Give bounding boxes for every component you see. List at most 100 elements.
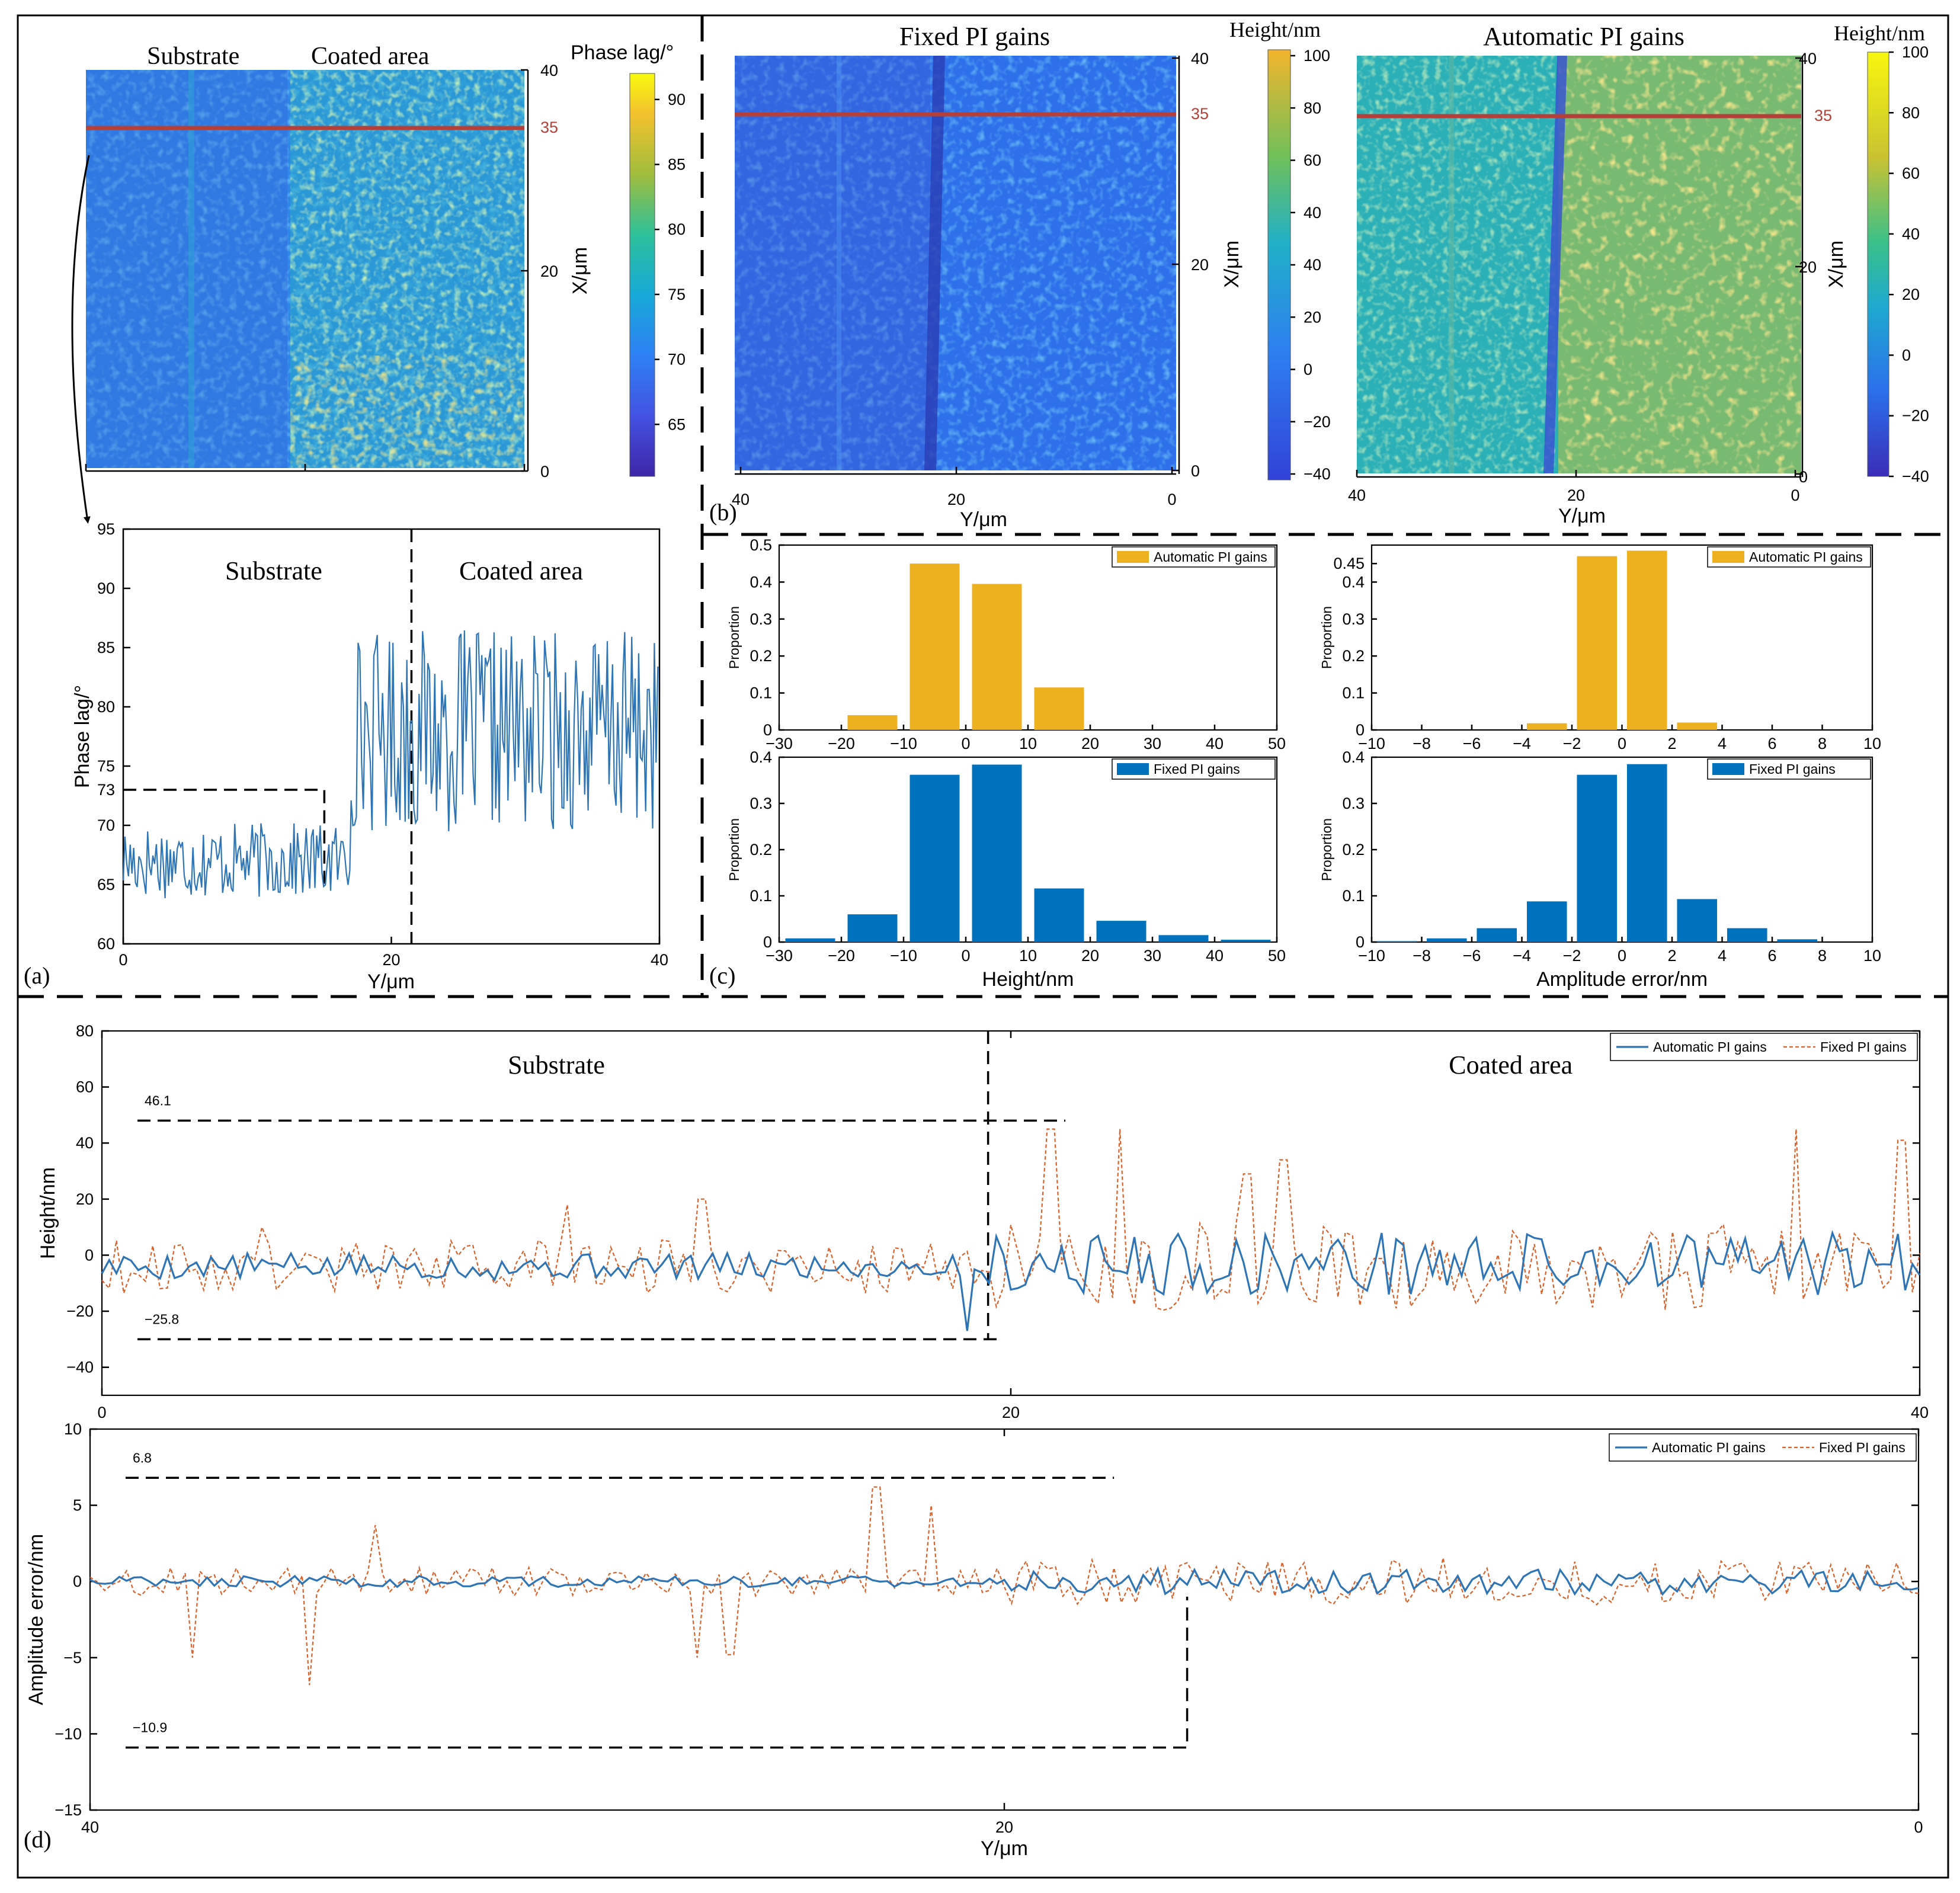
histogram-xtick-label: 30: [1144, 947, 1161, 965]
auto-map-step-edge: [1543, 56, 1567, 473]
fixed-map-xtick-label: 20: [947, 491, 965, 508]
histogram-xtick-label: 40: [1206, 735, 1224, 752]
histogram-bar: [1426, 938, 1467, 942]
auto-map-ylabel: X/μm: [1825, 241, 1847, 288]
histogram-xtick-label: −4: [1513, 947, 1531, 965]
auto-colorbar-ticks: 100 80 60 40 20 0 −20 −40: [1889, 43, 1929, 485]
colorbar-tick-label: 65: [668, 415, 686, 433]
histogram-xtick-label: −10: [1358, 735, 1385, 752]
colorbar-tick-label: 0: [1304, 361, 1312, 379]
histogram-ytick-label: 0: [763, 721, 772, 739]
profile-ytick-label: −20: [66, 1302, 94, 1320]
histogram-xtick-label: −10: [890, 735, 917, 752]
histogram-xtick-label: 2: [1667, 735, 1676, 752]
colorbar-tick-label: 60: [1902, 165, 1920, 182]
auto-map-xtick-label: 40: [1348, 486, 1366, 504]
auto-map-streak: [1449, 56, 1454, 473]
histogram-bar: [847, 914, 898, 942]
colorbar-tick-label: 85: [668, 156, 686, 174]
colorbar-tick-label: 100: [1304, 47, 1330, 65]
histogram-bar: [1626, 550, 1667, 730]
fixed-map-xlabel: Y/μm: [960, 508, 1007, 531]
colorbar-tick-label: 0: [1902, 346, 1911, 364]
profile-reference-label: −10.9: [133, 1720, 167, 1735]
colorbar-tick-label: −20: [1304, 413, 1331, 431]
auto-map-marker-label: 35: [1814, 107, 1832, 124]
histogram-xtick-label: 8: [1818, 735, 1827, 752]
phase-map-ytick-label: 0: [540, 463, 549, 481]
profile-panels: 0 20 40 −40 −20 0 20 40 60 80 Height/nm 46.1 −25.8 Su…: [25, 1022, 1929, 1860]
histogram-xtick-label: 2: [1667, 947, 1676, 965]
profile-reference-label: 6.8: [133, 1450, 152, 1465]
histogram-bar: [1777, 939, 1818, 942]
histogram-ytick-label: 0.4: [750, 573, 772, 591]
fixed-map-streak: [837, 56, 841, 470]
phase-map-marker-label: 35: [540, 118, 558, 136]
phase-colorbar-title: Phase lag/°: [571, 41, 674, 64]
histogram-bar: [1096, 921, 1146, 942]
auto-map-xtick-label: 20: [1567, 486, 1585, 504]
profile-legend-box: [1609, 1433, 1917, 1462]
histogram-xtick-label: 20: [1081, 735, 1099, 752]
profile-reference-label: −25.8: [145, 1311, 179, 1327]
fixed-map-ytick-label: 20: [1191, 256, 1209, 274]
phase-ytick-label: 85: [97, 639, 115, 656]
phase-map-label-left: Substrate: [147, 43, 239, 70]
histogram-xtick-label: 0: [1618, 947, 1626, 965]
histogram-xtick-label: −2: [1563, 947, 1581, 965]
histogram-bar: [909, 774, 960, 942]
colorbar-tick-label: 80: [1304, 99, 1321, 117]
fixed-map-texture: [735, 56, 1176, 470]
histogram-bar: [1376, 941, 1417, 942]
auto-colorbar: [1867, 52, 1889, 477]
histogram-ytick-label: 0.3: [750, 610, 772, 628]
histogram-xtick-label: −30: [766, 947, 793, 965]
histogram-bar: [972, 584, 1022, 730]
fixed-map-title: Fixed PI gains: [899, 22, 1050, 51]
histogram-legend-label: Automatic PI gains: [1749, 549, 1863, 565]
colorbar-tick-label: 90: [668, 91, 686, 108]
profile-reference-label: 46.1: [145, 1093, 171, 1108]
histogram-bar: [1626, 764, 1667, 942]
histogram-bar: [1677, 722, 1718, 730]
histogram-xlabel: Amplitude error/nm: [1536, 968, 1708, 991]
fixed-map-ytick-label: 40: [1191, 50, 1209, 68]
histogram-bar: [1577, 774, 1618, 942]
histogram-ytick-label: 0.2: [750, 647, 772, 665]
phase-region-label-left: Substrate: [225, 556, 322, 585]
histogram-ylabel: Proportion: [1319, 606, 1334, 669]
fixed-map-left-region: [735, 56, 930, 470]
histogram-ytick-label: 0.1: [750, 887, 772, 905]
histogram-bar: [1034, 687, 1084, 730]
auto-map-xtick-label: 0: [1791, 486, 1799, 504]
profile-region-label-right: Coated area: [1449, 1050, 1573, 1080]
phase-colorbar: [629, 73, 655, 477]
histogram-bar: [847, 715, 898, 730]
fixed-colorbar-ticks: 100 80 60 40 40 20 0 −20 −40: [1290, 47, 1331, 483]
profile-ytick-label: −40: [66, 1359, 94, 1376]
histogram-hist-ampl-fixed: −10 −8 −6 −4 −2 0 2 4 6 8 10 0 0.1 0.2 0.3 0.4 Proportio…: [1319, 748, 1881, 991]
profile-ytick-label: −15: [55, 1801, 82, 1819]
phase-ytick-label: 65: [97, 876, 115, 893]
profile-legend-label-fixed: Fixed PI gains: [1820, 1039, 1907, 1055]
profile-ytick-label: −5: [63, 1649, 82, 1667]
panel-label-d: (d): [24, 1826, 52, 1853]
auto-map-xlabel: Y/μm: [1558, 505, 1606, 527]
profile-series-fixed: [89, 1486, 1919, 1686]
histogram-bar: [1577, 556, 1618, 730]
auto-map-title: Automatic PI gains: [1483, 22, 1684, 51]
colorbar-tick-label: −20: [1902, 407, 1929, 425]
profile-ylabel: Height/nm: [37, 1167, 59, 1259]
auto-map-coated-texture: [1558, 56, 1801, 473]
phase-xtick-label: 0: [119, 951, 127, 969]
zoom-arrow: [71, 155, 91, 524]
histogram-ytick-label: 0.2: [1342, 841, 1365, 859]
histogram-xtick-label: −8: [1413, 947, 1431, 965]
profile-ytick-label: 60: [76, 1078, 94, 1096]
phase-xtick-label: 20: [382, 951, 400, 969]
auto-colorbar-title: Height/nm: [1834, 21, 1925, 45]
fixed-colorbar-title: Height/nm: [1229, 18, 1321, 41]
phase-ytick-label: 75: [97, 757, 115, 775]
histogram-ytick-label: 0.4: [750, 748, 772, 766]
phase-ytick-label: 70: [97, 816, 115, 834]
